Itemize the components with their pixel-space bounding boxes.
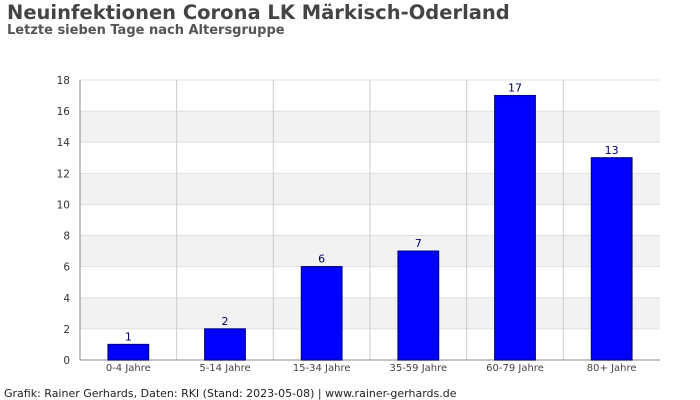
y-tick-label: 6 — [63, 262, 70, 274]
y-tick-label: 4 — [63, 293, 70, 305]
bar-value-label: 6 — [318, 253, 325, 266]
x-tick-label: 35-59 Jahre — [389, 363, 447, 374]
bar — [494, 94, 536, 361]
x-tick-label: 5-14 Jahre — [199, 363, 250, 374]
x-tick-label: 0-4 Jahre — [106, 363, 151, 374]
chart-subtitle: Letzte sieben Tage nach Altersgruppe — [7, 23, 285, 38]
bar — [300, 266, 343, 361]
y-tick-label: 16 — [57, 106, 71, 118]
bar-value-label: 2 — [222, 315, 229, 328]
bar-value-label: 13 — [605, 144, 619, 157]
y-tick-label: 10 — [57, 199, 70, 211]
source-credit: Grafik: Rainer Gerhards, Daten: RKI (Sta… — [4, 387, 457, 400]
bar — [590, 157, 633, 361]
y-tick-label: 2 — [63, 324, 70, 336]
y-tick-label: 18 — [57, 75, 70, 87]
y-tick-label: 12 — [57, 168, 70, 180]
bar — [204, 328, 246, 361]
chart-title: Neuinfektionen Corona LK Märkisch-Oderla… — [7, 1, 510, 24]
bar-value-label: 1 — [125, 330, 132, 343]
y-tick-label: 8 — [63, 231, 70, 243]
bar — [397, 250, 440, 361]
x-tick-label: 15-34 Jahre — [293, 363, 351, 374]
bar — [107, 343, 150, 361]
y-tick-label: 0 — [63, 355, 70, 367]
y-tick-label: 14 — [57, 137, 71, 149]
bar-value-label: 17 — [508, 82, 522, 95]
x-tick-label: 80+ Jahre — [587, 363, 637, 374]
x-tick-label: 60-79 Jahre — [486, 363, 544, 374]
bar-value-label: 7 — [415, 237, 422, 250]
